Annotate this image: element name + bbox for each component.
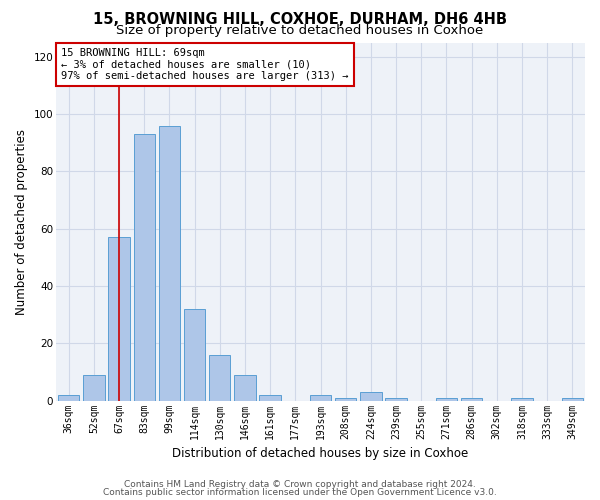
Bar [159,126,180,400]
Bar [511,398,533,400]
Bar [58,395,79,400]
Bar [335,398,356,400]
Text: 15 BROWNING HILL: 69sqm
← 3% of detached houses are smaller (10)
97% of semi-det: 15 BROWNING HILL: 69sqm ← 3% of detached… [61,48,349,81]
Bar [461,398,482,400]
Bar [360,392,382,400]
Bar [109,238,130,400]
Bar [184,309,205,400]
Bar [436,398,457,400]
X-axis label: Distribution of detached houses by size in Coxhoe: Distribution of detached houses by size … [172,447,469,460]
Bar [83,375,104,400]
Bar [385,398,407,400]
Bar [259,395,281,400]
Text: Size of property relative to detached houses in Coxhoe: Size of property relative to detached ho… [116,24,484,37]
Text: Contains public sector information licensed under the Open Government Licence v3: Contains public sector information licen… [103,488,497,497]
Text: Contains HM Land Registry data © Crown copyright and database right 2024.: Contains HM Land Registry data © Crown c… [124,480,476,489]
Bar [209,355,230,401]
Y-axis label: Number of detached properties: Number of detached properties [15,128,28,314]
Bar [562,398,583,400]
Text: 15, BROWNING HILL, COXHOE, DURHAM, DH6 4HB: 15, BROWNING HILL, COXHOE, DURHAM, DH6 4… [93,12,507,28]
Bar [310,395,331,400]
Bar [234,375,256,400]
Bar [134,134,155,400]
